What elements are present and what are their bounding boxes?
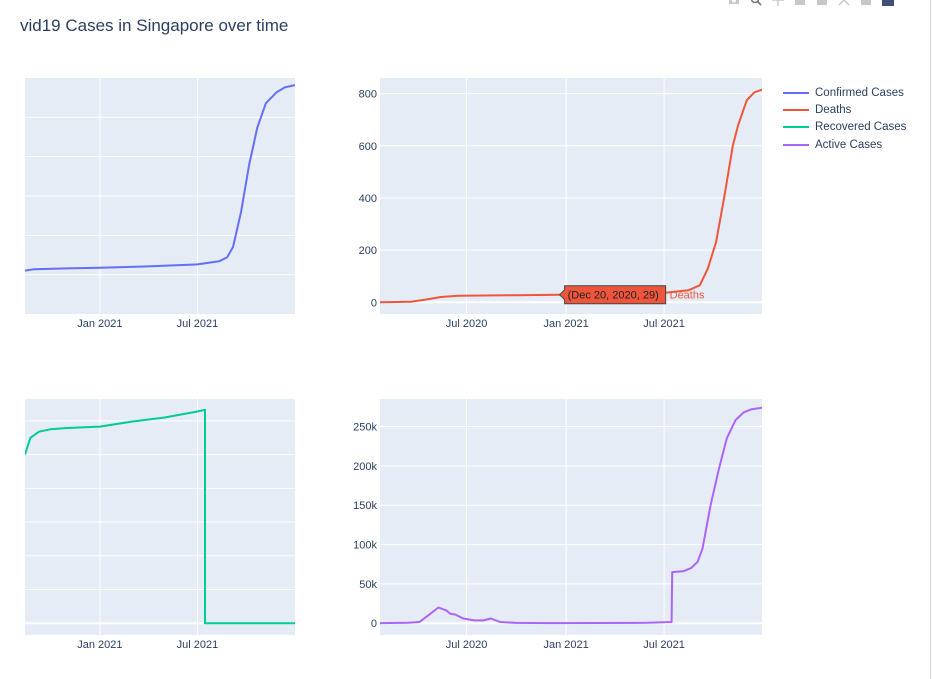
plot-area-recovered[interactable]	[25, 399, 295, 635]
x-tick-label: Jan 2021	[543, 318, 588, 330]
legend-swatch	[783, 91, 809, 94]
zoom-in-icon[interactable]	[794, 0, 806, 6]
y-tick-label: 800	[359, 89, 377, 101]
y-tick-label: 200	[359, 245, 377, 257]
zoom-icon[interactable]	[750, 0, 762, 6]
autoscale-icon[interactable]	[838, 0, 850, 6]
x-tick-label: Jan 2021	[543, 639, 588, 651]
y-tick-label: 250k	[353, 422, 377, 434]
pan-icon[interactable]	[772, 0, 784, 6]
line-active[interactable]	[380, 406, 762, 625]
subplot-recovered: Jan 2021 Jul 2021	[25, 399, 295, 651]
plot-area-active[interactable]	[380, 399, 762, 635]
legend-swatch	[783, 126, 809, 129]
subplot-confirmed: Jan 2021 Jul 2021	[25, 78, 295, 330]
legend-item-deaths[interactable]: Deaths	[783, 101, 906, 118]
line-confirmed[interactable]	[25, 84, 295, 272]
plot-area-deaths[interactable]	[380, 78, 762, 314]
x-tick-label: Jul 2021	[643, 639, 685, 651]
window-edge	[930, 0, 931, 679]
y-tick-label: 100k	[353, 540, 377, 552]
legend-swatch	[783, 108, 809, 111]
x-tick-label: Jul 2021	[177, 639, 219, 651]
y-tick-label: 400	[359, 193, 377, 205]
x-tick-label: Jan 2021	[77, 318, 122, 330]
x-tick-label: Jul 2020	[446, 318, 488, 330]
line-recovered[interactable]	[25, 408, 295, 625]
legend-label: Active Cases	[815, 138, 883, 151]
zoom-out-icon[interactable]	[816, 0, 828, 6]
hover-box	[558, 285, 667, 305]
x-tick-label: Jul 2021	[177, 318, 219, 330]
y-tick-label: 0	[371, 297, 377, 309]
hover-value-text: (Dec 20, 2020, 29)	[568, 290, 659, 302]
hover-tooltip: (Dec 20, 2020, 29) Deaths	[558, 285, 705, 305]
legend: Confirmed Cases Deaths Recovered Cases Acti…	[783, 84, 906, 153]
legend-label: Confirmed Cases	[815, 86, 904, 99]
home-icon[interactable]	[860, 0, 872, 6]
legend-swatch	[783, 143, 809, 146]
x-tick-label: Jul 2020	[446, 639, 488, 651]
x-tick-label: Jul 2021	[643, 318, 685, 330]
camera-icon[interactable]	[728, 0, 740, 6]
legend-label: Recovered Cases	[815, 121, 907, 134]
chart-title: vid19 Cases in Singapore over time	[20, 16, 289, 35]
y-tick-label: 600	[359, 141, 377, 153]
legend-item-recovered[interactable]: Recovered Cases	[783, 119, 906, 136]
legend-item-confirmed[interactable]: Confirmed Cases	[783, 84, 906, 101]
y-tick-label: 150k	[353, 500, 377, 512]
x-tick-label: Jan 2021	[77, 639, 122, 651]
y-tick-label: 200k	[353, 461, 377, 473]
hover-series-text: Deaths	[670, 290, 705, 302]
y-tick-label: 0	[371, 618, 377, 630]
plotly-logo-icon[interactable]	[882, 0, 894, 6]
y-tick-label: 50k	[359, 579, 377, 591]
subplot-active: 0 50k 100k 150k 200k 250k Jul 2020 Jan 2021 Jul …	[353, 399, 762, 651]
modebar	[728, 0, 894, 6]
legend-item-active[interactable]: Active Cases	[783, 136, 906, 153]
legend-label: Deaths	[815, 103, 852, 116]
